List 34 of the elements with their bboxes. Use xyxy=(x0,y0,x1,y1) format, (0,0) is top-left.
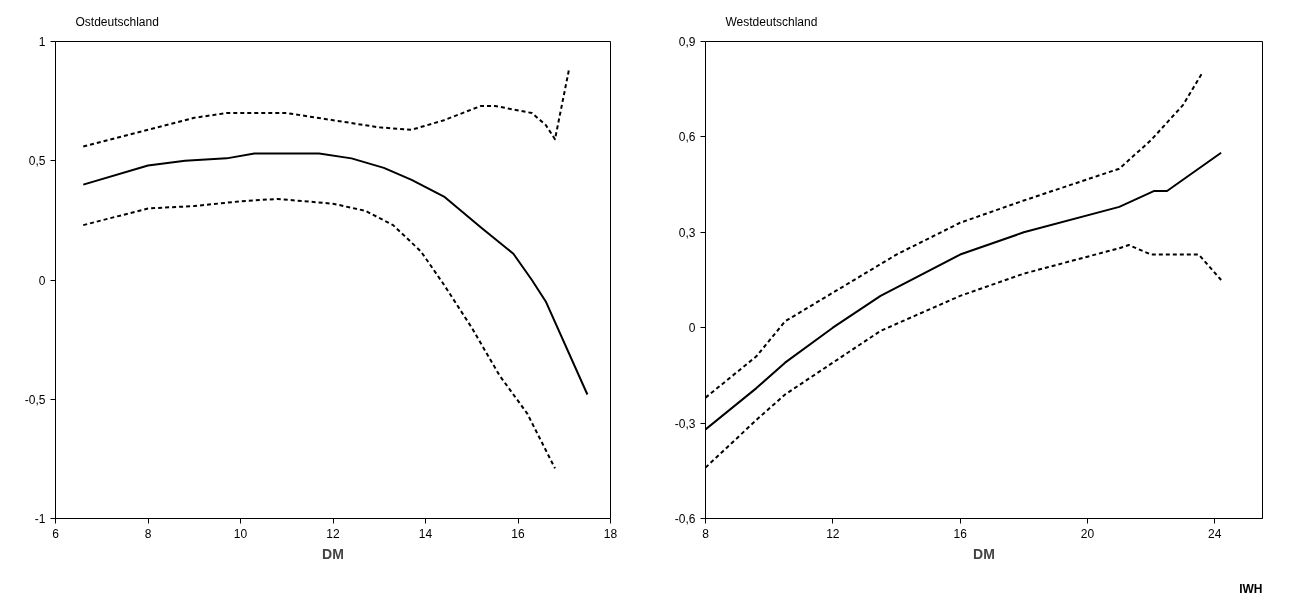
x-tick-label: 16 xyxy=(953,526,968,541)
x-tick-label: 16 xyxy=(511,526,525,541)
line-series xyxy=(705,244,1223,469)
x-tick-label: 8 xyxy=(144,526,152,541)
y-tick-label: 0,9 xyxy=(678,35,696,49)
y-tick-label: 0 xyxy=(38,273,46,288)
y-tick-label: 0 xyxy=(688,321,696,336)
y-tick-label: 0,3 xyxy=(678,225,696,240)
chart-title: Ostdeutschland xyxy=(75,15,159,29)
x-tick-label: 20 xyxy=(1080,526,1095,541)
y-tick-label: -1 xyxy=(34,512,46,526)
y-tick-label: -0,3 xyxy=(674,416,696,431)
x-tick-label: 6 xyxy=(52,526,60,541)
x-tick-label: 8 xyxy=(702,526,710,541)
line-series xyxy=(705,151,1223,431)
y-tick-label: -0,5 xyxy=(24,392,46,407)
x-tick-label: 10 xyxy=(233,526,248,541)
x-tick-label: 12 xyxy=(826,526,840,541)
line-series xyxy=(82,69,570,148)
x-tick-label: 12 xyxy=(326,526,340,541)
line-series xyxy=(705,72,1204,399)
x-tick-label: 18 xyxy=(603,526,618,541)
x-tick-label: 14 xyxy=(418,526,433,541)
y-tick-label: 0,6 xyxy=(678,130,696,145)
line-series xyxy=(82,197,556,470)
y-tick-label: 1 xyxy=(38,35,46,49)
x-axis-title: DM xyxy=(973,545,995,562)
line-series xyxy=(82,152,589,396)
y-tick-label: -0,6 xyxy=(674,512,696,526)
chart-title: Westdeutschland xyxy=(725,15,818,29)
text: IWH xyxy=(1239,581,1263,596)
x-tick-label: 24 xyxy=(1208,526,1222,541)
x-axis-title: DM xyxy=(322,545,344,562)
y-tick-label: 0,5 xyxy=(28,154,46,169)
